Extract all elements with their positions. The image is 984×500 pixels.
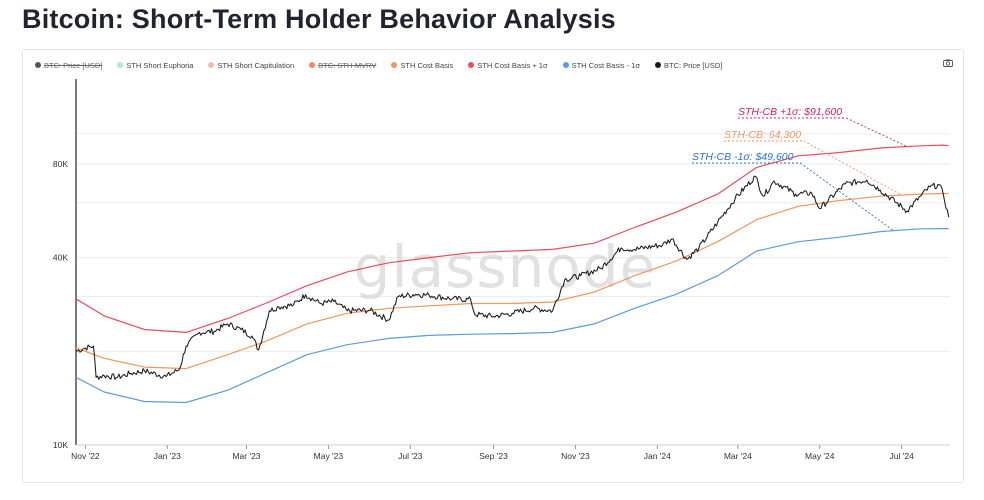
camera-icon[interactable] bbox=[943, 59, 953, 67]
legend-label: STH Cost Basis + 1σ bbox=[477, 60, 548, 70]
y-tick-label: 10K bbox=[53, 440, 68, 450]
legend-swatch bbox=[391, 62, 398, 68]
series-layer bbox=[75, 144, 950, 404]
legend-label: BTC: Price [USD] bbox=[44, 60, 103, 70]
legend-label: STH Short Capitulation bbox=[217, 60, 295, 70]
legend-item-btc-price-usd[interactable]: BTC: Price [USD] bbox=[655, 61, 722, 70]
legend-swatch bbox=[562, 62, 569, 68]
annotation-leader bbox=[803, 140, 902, 196]
x-tick-label: Jul '24 bbox=[890, 451, 915, 461]
legend-item-sth-cost-basis-plus-1sd[interactable]: STH Cost Basis + 1σ bbox=[468, 60, 548, 70]
legend-swatch bbox=[208, 62, 215, 68]
x-tick-label: Nov '23 bbox=[561, 451, 590, 461]
x-tick-label: Mar '23 bbox=[232, 451, 260, 461]
x-axis-ticks: Nov '22 Jan '23 Mar '23 May '23 Jul '23 Sep '… bbox=[71, 445, 914, 461]
series-line-sth-cost-basis-1 bbox=[75, 228, 949, 404]
chart-card: BTC: Price [USD] STH Short Euphoria STH … bbox=[22, 49, 964, 483]
series-line-btc-price-usd bbox=[75, 175, 950, 380]
legend-swatch bbox=[117, 62, 124, 68]
legend-label: BTC: STH-MVRV bbox=[318, 60, 377, 70]
x-tick-label: Nov '22 bbox=[71, 451, 100, 461]
legend-item-sth-cost-basis-minus-1sd[interactable]: STH Cost Basis - 1σ bbox=[562, 60, 640, 70]
legend-item-sth-cost-basis[interactable]: STH Cost Basis bbox=[391, 61, 453, 70]
legend-item-sth-short-capitulation[interactable]: STH Short Capitulation bbox=[208, 61, 294, 70]
gridlines bbox=[76, 133, 950, 352]
x-tick-label: Jan '23 bbox=[154, 451, 181, 461]
legend-swatch bbox=[309, 62, 316, 68]
y-tick-label: 80K bbox=[53, 159, 68, 169]
annotation-label: STH-CB +1σ: $91,600 bbox=[738, 106, 842, 118]
series-line-sth-cost-basis bbox=[75, 192, 949, 370]
legend-item-btc-price-usd-hidden[interactable]: BTC: Price [USD] bbox=[35, 61, 102, 70]
annotation-label: STH-CB: 64,300 bbox=[724, 129, 801, 141]
legend-label: STH Cost Basis bbox=[400, 60, 454, 70]
chart-plot: glassnode 10K 40K 80K Nov '22 Jan '23 Mar '2… bbox=[53, 79, 950, 461]
legend-swatch bbox=[35, 62, 41, 68]
series-line-sth-cost-basis-1 bbox=[75, 144, 949, 333]
x-tick-label: May '23 bbox=[314, 451, 344, 461]
legend-swatch bbox=[468, 62, 475, 68]
x-tick-label: Sep '23 bbox=[479, 451, 508, 461]
x-tick-label: Mar '24 bbox=[724, 451, 752, 461]
legend-label: STH Cost Basis - 1σ bbox=[571, 60, 640, 70]
annotation-leader bbox=[800, 162, 894, 232]
x-tick-label: May '24 bbox=[805, 451, 835, 461]
annotation-label: STH-CB -1σ: $49,600 bbox=[692, 151, 794, 163]
x-tick-label: Jul '23 bbox=[398, 451, 423, 461]
legend-item-sth-short-euphoria[interactable]: STH Short Euphoria bbox=[117, 61, 193, 70]
watermark-text: glassnode bbox=[354, 233, 657, 301]
annotations: STH-CB +1σ: $91,600 STH-CB: 64,300 STH-CB … bbox=[692, 106, 908, 232]
chart-legend: BTC: Price [USD] STH Short Euphoria STH … bbox=[35, 57, 935, 73]
legend-label: STH Short Euphoria bbox=[126, 60, 194, 70]
y-tick-label: 40K bbox=[53, 253, 68, 263]
x-tick-label: Jan '24 bbox=[644, 451, 671, 461]
page-title: Bitcoin: Short-Term Holder Behavior Anal… bbox=[22, 4, 616, 34]
annotation-leader bbox=[846, 117, 908, 147]
y-axis-ticks: 10K 40K 80K bbox=[53, 159, 68, 450]
legend-label: BTC: Price [USD] bbox=[664, 60, 723, 70]
legend-swatch bbox=[655, 62, 661, 68]
legend-item-btc-sth-mvrv[interactable]: BTC: STH-MVRV bbox=[309, 61, 376, 70]
